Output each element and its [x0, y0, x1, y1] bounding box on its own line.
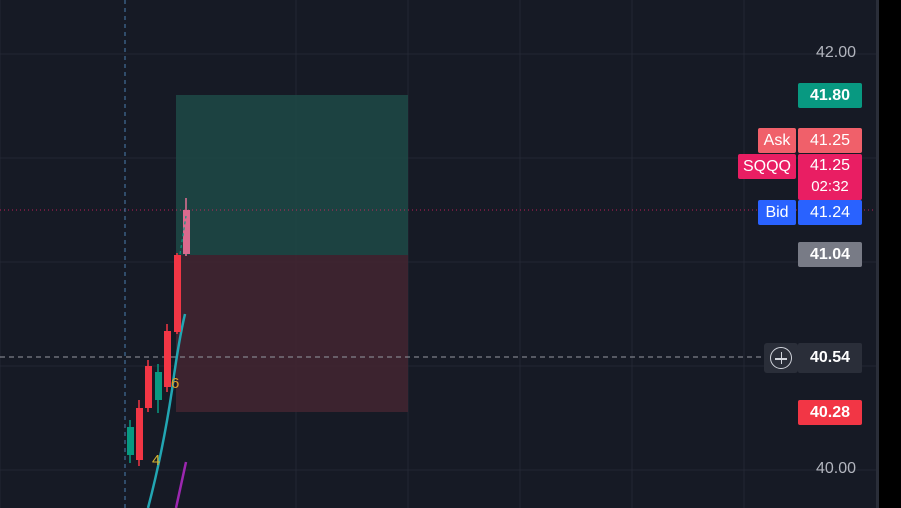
- plus-circle-icon: [770, 347, 792, 369]
- bid-price-label: 41.24: [798, 200, 862, 225]
- candle-body: [136, 408, 143, 460]
- right-panel-edge: [876, 0, 901, 508]
- candle-body: [164, 331, 171, 387]
- candle-body: [155, 372, 162, 400]
- symbol-tag: SQQQ: [738, 154, 796, 179]
- ema-line: [146, 313, 187, 508]
- ask-tag: Ask: [758, 128, 796, 153]
- last-price-label: 41.25: [809, 157, 851, 174]
- candle-body: [174, 255, 181, 332]
- candle-body: [183, 210, 190, 254]
- bid-tag: Bid: [758, 200, 796, 225]
- axis-tick-42: 42.00: [815, 44, 856, 61]
- stop-price-label: 40.28: [798, 400, 862, 425]
- entry-price-label: 41.04: [798, 242, 862, 267]
- grid-lines: [0, 0, 876, 508]
- crosshair-price-label: 40.54: [798, 343, 862, 373]
- candle-body: [127, 427, 134, 455]
- last-price-box: 41.25 02:32: [798, 154, 862, 200]
- panel-divider[interactable]: [876, 0, 879, 508]
- loss-zone: [176, 255, 408, 412]
- target-price-label: 41.80: [798, 83, 862, 108]
- candle-countdown: 02:32: [811, 178, 849, 195]
- candles: [127, 198, 190, 466]
- axis-tick-40: 40.00: [815, 460, 856, 477]
- profit-zone: [176, 95, 408, 255]
- ask-price-label: 41.25: [798, 128, 862, 153]
- wave-label-4: 4: [152, 452, 161, 469]
- candle-trail: [179, 215, 187, 255]
- add-alert-button[interactable]: [764, 343, 798, 373]
- candle-body: [145, 366, 152, 408]
- wave-label-6: 6: [171, 375, 180, 392]
- sma-line: [174, 461, 188, 508]
